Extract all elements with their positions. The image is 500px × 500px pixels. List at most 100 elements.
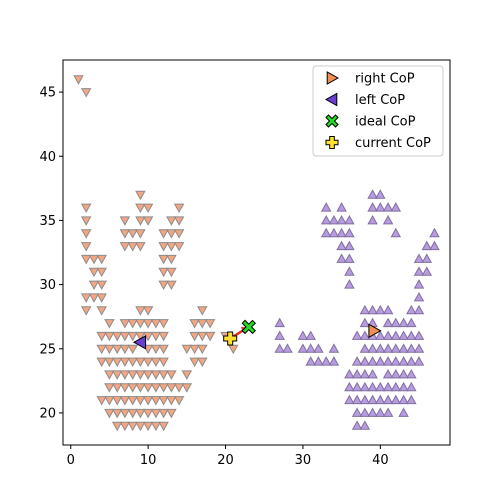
data-point-2: [413, 266, 425, 276]
data-point-1: [96, 267, 107, 278]
data-point-1: [96, 254, 107, 265]
data-point-1: [158, 331, 169, 342]
data-point-2: [382, 368, 394, 379]
data-point-1: [158, 280, 169, 291]
data-point-1: [88, 293, 100, 303]
x-tick-label: 0: [67, 453, 75, 468]
data-point-2: [344, 394, 355, 405]
data-point-2: [382, 202, 394, 212]
data-point-1: [111, 421, 123, 432]
data-point-1: [158, 383, 169, 393]
data-point-1: [96, 396, 107, 406]
data-point-1: [173, 203, 185, 214]
data-point-2: [328, 214, 340, 225]
data-point-2: [375, 189, 386, 199]
data-point-1: [80, 88, 92, 98]
data-point-1: [158, 408, 169, 419]
data-point-2: [375, 407, 386, 417]
data-point-1: [88, 254, 100, 265]
data-point-2: [398, 394, 409, 405]
data-point-2: [320, 214, 332, 225]
data-point-1: [135, 331, 146, 342]
data-point-2: [274, 317, 285, 328]
data-point-2: [336, 202, 347, 212]
data-point-1: [173, 216, 185, 226]
data-point-2: [359, 381, 371, 392]
data-point-1: [166, 383, 177, 393]
data-point-1: [104, 408, 115, 419]
data-point-1: [166, 267, 177, 278]
data-point-2: [406, 394, 417, 405]
data-point-1: [80, 306, 92, 316]
data-point-2: [297, 330, 309, 340]
ideal-cop-marker: [241, 319, 257, 335]
data-point-1: [119, 319, 131, 329]
data-point-2: [359, 304, 371, 315]
data-point-1: [135, 190, 146, 201]
data-point-1: [80, 242, 92, 252]
legend: right CoP left CoP ideal CoP current CoP: [312, 65, 444, 157]
data-point-1: [111, 370, 123, 380]
data-point-2: [351, 381, 363, 392]
data-point-2: [406, 381, 417, 392]
data-point-2: [413, 356, 425, 366]
series-2: [274, 189, 440, 430]
data-point-2: [390, 356, 402, 366]
data-point-2: [367, 304, 378, 315]
x-tick-label: 20: [217, 453, 234, 468]
y-tick-label: 45: [39, 86, 56, 101]
data-point-2: [351, 394, 363, 405]
data-point-1: [80, 216, 92, 226]
data-point-1: [80, 203, 92, 214]
data-point-1: [127, 242, 138, 252]
data-point-1: [96, 357, 107, 368]
data-point-2: [305, 356, 316, 366]
data-point-1: [189, 357, 200, 368]
data-point-2: [390, 317, 402, 328]
data-point-1: [158, 267, 169, 278]
data-point-2: [375, 381, 386, 392]
data-point-2: [320, 202, 332, 212]
data-point-1: [127, 421, 138, 432]
data-point-1: [111, 344, 123, 355]
data-point-2: [421, 266, 433, 276]
data-point-1: [135, 408, 146, 419]
y-tick-label: 25: [39, 342, 56, 357]
data-point-1: [80, 254, 92, 265]
data-point-1: [111, 331, 123, 342]
series-1: [73, 75, 239, 432]
axes: 0 10 20 30 40 20 25 30 35 40 45: [39, 59, 451, 468]
data-point-2: [382, 304, 394, 315]
data-point-2: [359, 317, 371, 328]
data-point-1: [166, 396, 177, 406]
data-point-1: [80, 293, 92, 303]
data-point-1: [135, 357, 146, 368]
data-point-1: [189, 344, 200, 355]
data-point-1: [96, 293, 107, 303]
data-point-2: [367, 407, 378, 417]
data-point-1: [197, 306, 208, 316]
data-point-1: [111, 396, 123, 406]
data-point-1: [127, 396, 138, 406]
data-point-2: [328, 227, 340, 238]
data-point-1: [88, 280, 100, 291]
data-point-2: [398, 407, 409, 417]
data-point-2: [274, 343, 285, 353]
data-point-1: [127, 319, 138, 329]
data-point-2: [359, 420, 371, 430]
data-point-2: [421, 240, 433, 251]
data-point-2: [344, 381, 355, 392]
legend-left-cop-marker: [324, 92, 338, 107]
data-point-2: [382, 330, 394, 340]
data-point-2: [382, 381, 394, 392]
data-point-1: [135, 229, 146, 239]
data-point-2: [313, 343, 324, 353]
data-point-1: [104, 344, 115, 355]
data-point-1: [119, 331, 131, 342]
right-cop-marker: [368, 323, 382, 339]
data-point-1: [135, 242, 146, 252]
data-point-2: [390, 202, 402, 212]
data-point-1: [150, 331, 162, 342]
data-point-1: [158, 242, 169, 252]
data-point-1: [104, 357, 115, 368]
